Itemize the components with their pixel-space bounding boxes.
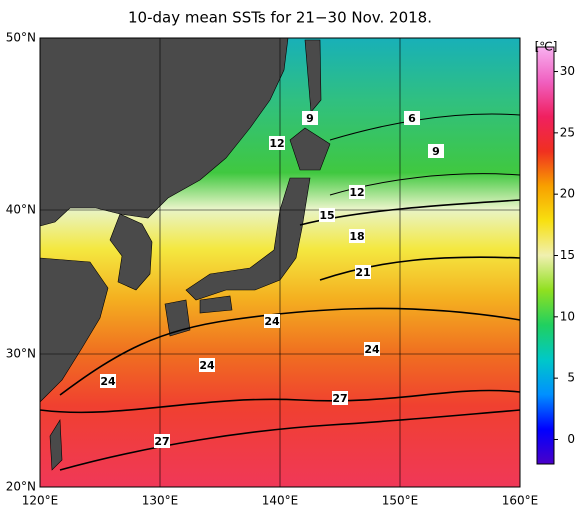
- contour-label-box: [355, 265, 371, 279]
- x-axis-label: 130°E: [142, 494, 179, 508]
- x-axis-label: 120°E: [22, 494, 59, 508]
- colorbar: [℃] 0 5 10 15 20 25 30: [535, 40, 575, 465]
- colorbar-tick-label: 0: [567, 432, 575, 446]
- contour-label-box: [428, 144, 444, 158]
- colorbar-tick-label: 5: [567, 371, 575, 385]
- contour-label-box: [404, 111, 420, 125]
- contour-label: 21: [355, 266, 370, 279]
- y-axis-label: 30°N: [6, 347, 36, 361]
- contour-label-box: [349, 229, 365, 243]
- contour-label-box: [269, 136, 285, 150]
- contour-label: 24: [199, 359, 215, 372]
- x-axis-label: 160°E: [502, 494, 539, 508]
- land: [39, 37, 331, 471]
- colorbar-tick-label: 30: [560, 64, 575, 78]
- y-axis-label: 20°N: [6, 480, 36, 494]
- contour-label-box: [100, 374, 116, 388]
- y-axis-label: 50°N: [6, 31, 36, 45]
- contour-label: 24: [100, 375, 116, 388]
- contour-label: 24: [264, 315, 280, 328]
- colorbar-tick-label: 10: [560, 309, 575, 323]
- colorbar-tick-label: 25: [560, 125, 575, 139]
- x-axis-label: 140°E: [262, 494, 299, 508]
- colorbar-scale: [536, 46, 555, 465]
- colorbar-tick-label: 20: [560, 187, 575, 201]
- contour-label-box: [154, 434, 170, 448]
- colorbar-unit: [℃]: [535, 40, 558, 54]
- y-axis-label: 40°N: [6, 203, 36, 217]
- contour-label-box: [302, 111, 318, 125]
- contour-label: 27: [332, 392, 347, 405]
- contour-label-box: [349, 185, 365, 199]
- contour-label-box: [364, 342, 380, 356]
- contour-label-box: [199, 358, 215, 372]
- colorbar-tick-label: 15: [560, 248, 575, 262]
- contour-label-box: [264, 314, 280, 328]
- contour-label: 18: [349, 230, 364, 243]
- contour-label: 27: [154, 435, 169, 448]
- contour-label: 9: [432, 145, 440, 158]
- graticule: [40, 38, 520, 487]
- contour-label: 15: [319, 209, 334, 222]
- contour-label-box: [332, 391, 348, 405]
- contour-label: 12: [349, 186, 364, 199]
- contour-label: 6: [408, 112, 416, 125]
- map-frame: [39, 37, 521, 488]
- contour-label: 9: [306, 112, 314, 125]
- contour-label: 24: [364, 343, 380, 356]
- contour-label: 12: [269, 137, 284, 150]
- contour-label-box: [319, 208, 335, 222]
- map: 9 6 12 9 12 15 18 21 24 24 24 24 27 27: [39, 37, 521, 488]
- x-axis-label: 150°E: [382, 494, 419, 508]
- title: 10-day mean SSTs for 21−30 Nov. 2018.: [128, 9, 432, 27]
